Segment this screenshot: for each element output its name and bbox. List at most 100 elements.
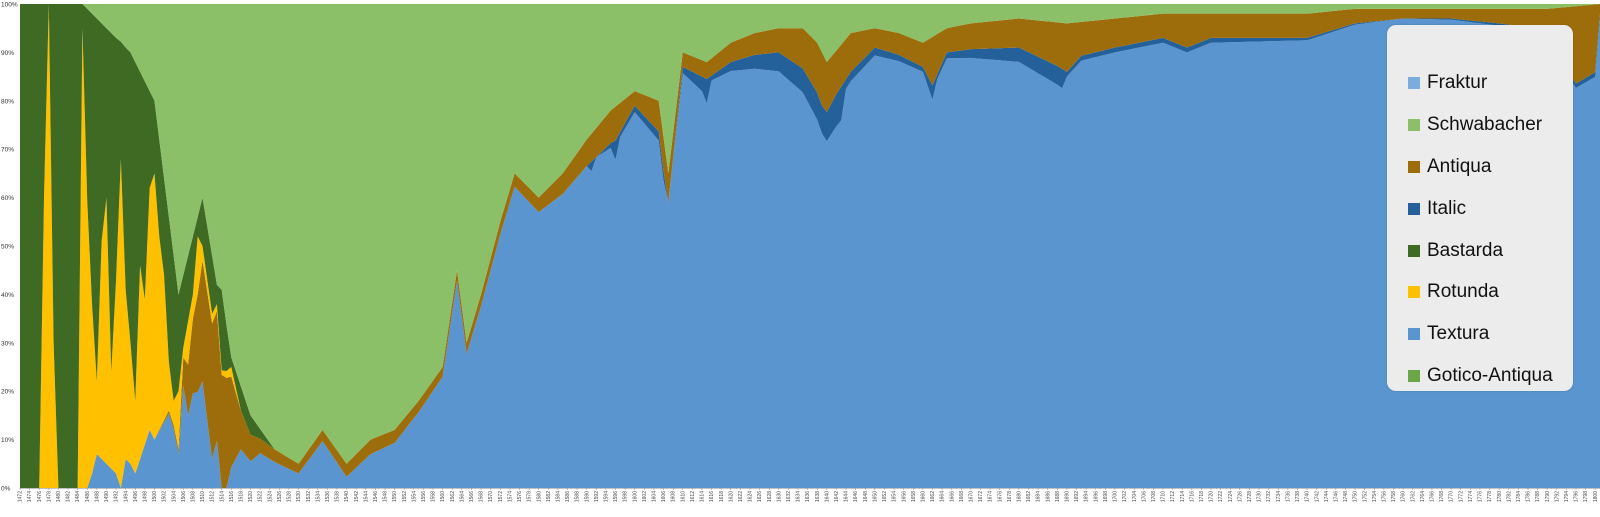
x-tick-label: 1716 [1189, 491, 1195, 502]
x-tick-label: 1604 [652, 491, 658, 502]
y-tick-label: 80% [1, 98, 14, 105]
x-tick-label: 1646 [853, 491, 859, 502]
x-tick-label: 1718 [1199, 491, 1205, 502]
x-tick-label: 1568 [479, 491, 485, 502]
legend-label-textura: Textura [1427, 323, 1490, 344]
x-tick-label: 1686 [1045, 491, 1051, 502]
x-tick-label: 1744 [1324, 491, 1330, 502]
y-axis: 0% 10% 20% 30% 40% 50% 60% 70% 80% 90% 100% [1, 2, 18, 493]
x-tick-label: 1586 [565, 491, 571, 502]
x-tick-label: 1708 [1151, 491, 1157, 502]
x-tick-label: 1786 [1526, 491, 1532, 502]
area-schwabacher [20, 4, 1600, 464]
x-tick-label: 1782 [1506, 491, 1512, 502]
x-tick-label: 1544 [363, 491, 369, 502]
x-tick-label: 1794 [1564, 491, 1570, 502]
x-tick-label: 1560 [440, 491, 446, 502]
x-tick-label: 1502 [162, 491, 168, 502]
x-tick-label: 1762 [1410, 491, 1416, 502]
x-tick-label: 1648 [863, 491, 869, 502]
x-tick-label: 1498 [142, 491, 148, 502]
x-tick-label: 1780 [1497, 491, 1503, 502]
x-tick-label: 1610 [680, 491, 686, 502]
x-tick-label: 1592 [594, 491, 600, 502]
x-tick-label: 1738 [1295, 491, 1301, 502]
x-tick-label: 1482 [66, 491, 72, 502]
x-tick-label: 1678 [1007, 491, 1013, 502]
legend-item-rotunda: Rotunda [1408, 280, 1499, 304]
x-tick-label: 1790 [1545, 491, 1551, 502]
x-tick-label: 1606 [661, 491, 667, 502]
legend-swatch-bastarda [1408, 245, 1420, 257]
x-tick-label: 1546 [373, 491, 379, 502]
x-tick-label: 1666 [949, 491, 955, 502]
y-tick-label: 50% [1, 244, 14, 251]
x-tick-label: 1736 [1285, 491, 1291, 502]
x-tick-label: 1712 [1170, 491, 1176, 502]
x-tick-label: 1664 [940, 491, 946, 502]
x-tick-label: 1724 [1228, 491, 1234, 502]
x-tick-label: 1608 [671, 491, 677, 502]
x-tick-label: 1792 [1554, 491, 1560, 502]
x-tick-label: 1540 [344, 491, 350, 502]
legend-swatch-antiqua [1408, 161, 1420, 173]
x-tick-label: 1714 [1180, 491, 1186, 502]
legend-label-gotico-antiqua: Gotico-Antiqua [1427, 365, 1553, 386]
x-tick-label: 1630 [776, 491, 782, 502]
x-tick-label: 1704 [1132, 491, 1138, 502]
x-tick-label: 1636 [805, 491, 811, 502]
x-tick-label: 1494 [123, 491, 129, 502]
legend-item-fraktur: Fraktur [1408, 71, 1487, 95]
x-tick-label: 1778 [1487, 491, 1493, 502]
x-tick-label: 1752 [1362, 491, 1368, 502]
x-tick-label: 1728 [1247, 491, 1253, 502]
x-tick-label: 1500 [152, 491, 158, 502]
x-tick-label: 1690 [1065, 491, 1071, 502]
legend-item-bastarda: Bastarda [1408, 239, 1503, 263]
x-tick-label: 1798 [1583, 491, 1589, 502]
x-tick-label: 1754 [1372, 491, 1378, 502]
legend-swatch-rotunda [1408, 286, 1420, 298]
x-tick-label: 1612 [690, 491, 696, 502]
x-tick-label: 1594 [604, 491, 610, 502]
x-tick-label: 1578 [527, 491, 533, 502]
x-tick-label: 1674 [988, 491, 994, 502]
x-tick-label: 1710 [1161, 491, 1167, 502]
x-tick-label: 1554 [411, 491, 417, 502]
x-tick-label: 1530 [296, 491, 302, 502]
x-tick-label: 1480 [56, 491, 62, 502]
x-tick-label: 1628 [767, 491, 773, 502]
legend-item-antiqua: Antiqua [1408, 155, 1491, 179]
chart-areas [20, 4, 1600, 489]
x-tick-label: 1490 [104, 491, 110, 502]
x-tick-label: 1504 [171, 491, 177, 502]
x-tick-label: 1536 [325, 491, 331, 502]
x-tick-label: 1550 [392, 491, 398, 502]
legend-label-antiqua: Antiqua [1427, 156, 1492, 177]
x-tick-label: 1496 [133, 491, 139, 502]
legend-label-fraktur: Fraktur [1427, 72, 1488, 93]
x-tick-label: 1580 [536, 491, 542, 502]
x-tick-label: 1750 [1353, 491, 1359, 502]
x-tick-label: 1684 [1036, 491, 1042, 502]
x-tick-label: 1564 [459, 491, 465, 502]
y-tick-label: 100% [1, 2, 18, 9]
x-tick-label: 1590 [584, 491, 590, 502]
x-tick-label: 1624 [748, 491, 754, 502]
x-tick-label: 1492 [114, 491, 120, 502]
y-tick-label: 90% [1, 50, 14, 57]
legend-label-italic: Italic [1427, 198, 1467, 219]
x-tick-label: 1532 [306, 491, 312, 502]
x-tick-label: 1548 [383, 491, 389, 502]
x-tick-label: 1652 [882, 491, 888, 502]
x-tick-label: 1644 [844, 491, 850, 502]
x-tick-label: 1756 [1381, 491, 1387, 502]
x-tick-label: 1596 [613, 491, 619, 502]
x-tick-label: 1620 [728, 491, 734, 502]
y-tick-label: 20% [1, 389, 14, 396]
y-tick-label: 60% [1, 195, 14, 202]
x-tick-label: 1472 [18, 491, 24, 502]
x-tick-label: 1746 [1333, 491, 1339, 502]
x-tick-label: 1534 [315, 491, 321, 502]
